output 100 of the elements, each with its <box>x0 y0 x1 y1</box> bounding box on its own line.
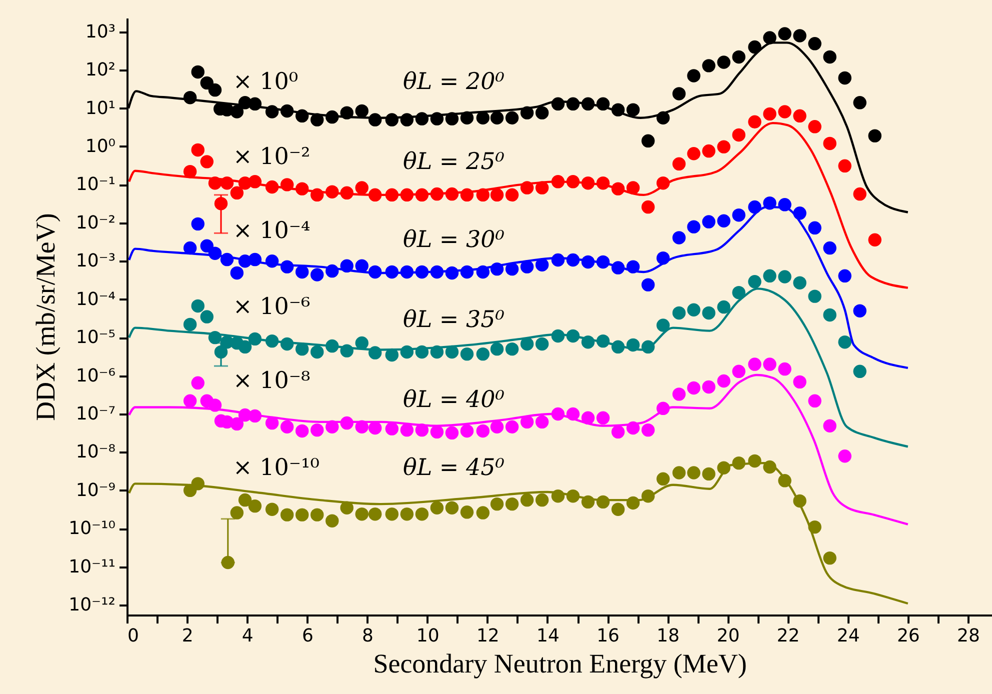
point <box>868 233 882 246</box>
point <box>230 186 244 200</box>
point <box>191 143 204 157</box>
y-tick-label: 10⁰ <box>85 136 116 157</box>
point <box>732 128 746 142</box>
point <box>238 493 252 507</box>
point <box>868 129 882 142</box>
x-tick-label: 26 <box>896 626 920 646</box>
point <box>230 266 244 280</box>
point <box>611 425 625 438</box>
point <box>200 155 214 168</box>
point <box>778 105 792 118</box>
annotation: θL = 40⁰ <box>403 387 505 413</box>
point <box>368 421 382 435</box>
point <box>672 306 686 320</box>
point <box>505 111 519 124</box>
point <box>368 508 382 521</box>
point <box>656 318 670 332</box>
point <box>641 200 655 214</box>
point <box>717 300 730 314</box>
x-tick-label: 22 <box>776 626 800 646</box>
point <box>505 420 519 434</box>
point <box>823 551 836 565</box>
point <box>355 181 368 194</box>
point <box>505 188 519 202</box>
point <box>183 318 197 332</box>
point <box>430 425 444 438</box>
point <box>355 336 368 350</box>
point <box>460 424 474 438</box>
point <box>823 308 836 322</box>
point <box>672 87 686 100</box>
point <box>191 217 204 231</box>
point <box>702 215 716 228</box>
point <box>717 374 730 388</box>
point <box>672 466 686 480</box>
point <box>200 76 214 90</box>
y-tick-label: 10⁻⁵ <box>76 327 116 348</box>
point <box>853 187 866 201</box>
point <box>748 40 762 54</box>
y-tick-label: 10⁻¹¹ <box>68 556 116 578</box>
point <box>672 388 686 401</box>
point <box>808 290 822 303</box>
point <box>596 411 610 425</box>
point <box>702 467 716 481</box>
x-tick-label: 4 <box>242 626 254 646</box>
point <box>310 268 324 282</box>
y-tick-label: 10⁻⁶ <box>76 365 116 386</box>
point <box>672 157 686 170</box>
point <box>641 423 655 437</box>
point <box>310 345 324 359</box>
point <box>476 506 490 520</box>
point <box>490 497 504 511</box>
point <box>200 239 214 253</box>
point <box>355 259 368 272</box>
point <box>183 394 197 408</box>
y-tick-label: 10⁻³ <box>76 250 116 272</box>
point <box>838 71 852 85</box>
point <box>641 278 655 292</box>
point <box>265 502 279 516</box>
point <box>280 508 294 522</box>
point <box>793 375 806 389</box>
point <box>248 499 262 513</box>
point <box>214 197 228 210</box>
point <box>808 120 822 134</box>
point <box>191 65 204 79</box>
point <box>191 376 204 390</box>
x-tick-label: 2 <box>182 626 194 646</box>
y-tick-label: 10⁻¹² <box>68 594 116 616</box>
point <box>717 140 730 154</box>
point <box>853 364 866 378</box>
point <box>702 59 716 72</box>
point <box>280 420 294 434</box>
point <box>853 96 866 110</box>
point <box>763 269 776 283</box>
annotation: × 10⁻⁸ <box>233 368 310 394</box>
annotation: × 10⁻⁶ <box>233 294 310 320</box>
x-tick-label: 8 <box>362 626 374 646</box>
annotation: θL = 45⁰ <box>403 455 505 481</box>
point <box>823 136 836 150</box>
annotation: × 10⁻² <box>233 144 310 170</box>
annotation: × 10⁻⁴ <box>233 218 310 244</box>
point <box>535 258 549 272</box>
point <box>732 364 746 378</box>
point <box>476 111 490 124</box>
point <box>430 501 444 514</box>
point <box>823 419 836 432</box>
point <box>310 508 324 522</box>
point <box>415 508 429 521</box>
point <box>611 502 625 516</box>
point <box>793 29 806 42</box>
x-tick-label: 20 <box>716 626 740 646</box>
point <box>732 50 746 64</box>
annotation: × 10⁰ <box>233 69 298 95</box>
point <box>520 260 534 274</box>
point <box>823 241 836 255</box>
annotation: θL = 35⁰ <box>403 307 505 333</box>
point <box>295 265 309 279</box>
point <box>778 27 792 40</box>
point <box>535 493 549 507</box>
x-tick-label: 0 <box>128 626 139 646</box>
